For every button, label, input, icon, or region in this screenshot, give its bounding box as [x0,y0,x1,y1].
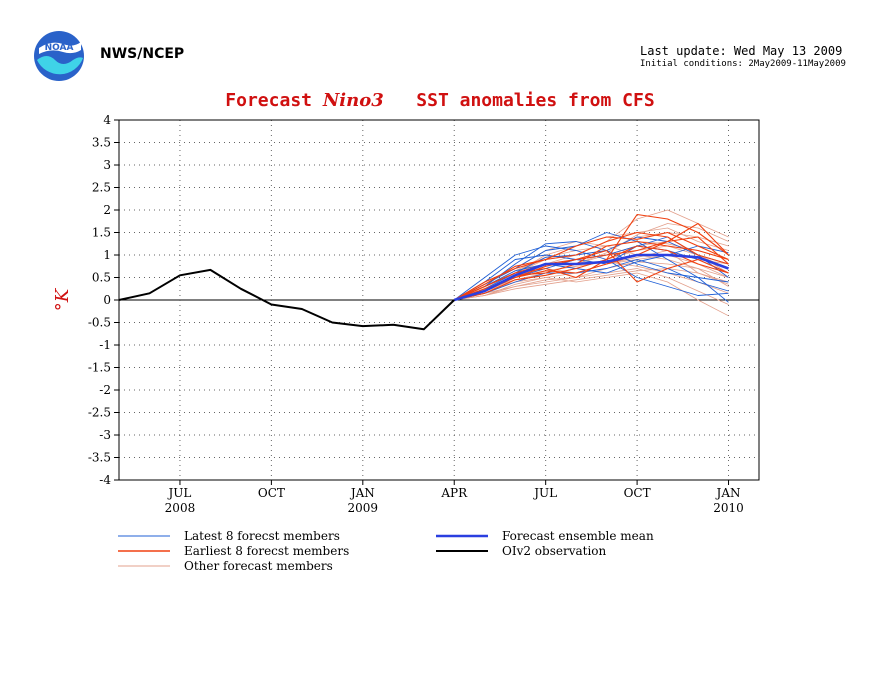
logo-bird [39,42,81,54]
y-tick-label: -3 [99,428,111,442]
y-tick-label: -4 [99,473,111,487]
title-part-2: Nino3 [322,90,384,111]
y-tick-label: 2.5 [92,181,111,195]
latest-member-line [454,245,729,301]
x-tick-label: APR [440,486,468,500]
logo-text: NOAA [45,43,74,53]
y-tick-label: 0.5 [92,271,111,285]
x-tick-label: JUL [166,486,191,500]
y-tick-label: -1 [99,338,111,352]
other-member-line [454,268,729,305]
x-tick-label: JAN [349,486,375,500]
latest-member-line [453,232,729,303]
last-update: Last update: Wed May 13 2009 [640,44,843,58]
ensemble-mean-line [453,253,729,302]
y-tick-label: -1.5 [88,361,111,375]
earliest-member-line [453,231,729,301]
legend-label-other: Other forecast members [184,559,333,573]
y-tick-label: 1 [103,248,111,262]
chart-title: Forecast Nino3 SST anomalies from CFS [0,90,880,111]
y-tick-label: -0.5 [88,316,111,330]
x-tick-year: 2010 [713,501,744,515]
y-axis-label: °K [52,287,73,311]
y-tick-label: 0 [103,293,111,307]
other-member-line [454,272,729,317]
latest-member-line [454,250,729,301]
y-tick-label: 3.5 [92,136,111,150]
legend-label-mean: Forecast ensemble mean [502,529,654,543]
x-tick-label: OCT [624,486,651,500]
legend-label-latest: Latest 8 forecst members [184,529,340,543]
x-tick-year: 2008 [165,501,196,515]
y-tick-label: -3.5 [88,451,111,465]
series-layer [118,209,729,331]
initial-conditions: Initial conditions: 2May2009-11May2009 [640,59,846,69]
other-member-line [454,261,729,301]
noaa-logo: NOAA [34,31,84,81]
other-member-line [454,268,729,301]
title-part-3: SST anomalies from CFS [383,90,655,111]
grid-layer [119,120,759,480]
axis-layer: 4 3.5 3 2.5 2 1.5 1 0.5 0 -0.5 -1 -1.5 -2 -2.5 -3 -3.5 -… [88,113,744,515]
earliest-member-line [453,231,729,301]
y-tick-label: 1.5 [92,226,111,240]
org-name: NWS/NCEP [100,46,185,62]
x-tick-label: JUL [532,486,557,500]
y-tick-label: 3 [103,158,111,172]
observation-line [118,268,455,331]
logo-wave [37,56,83,75]
y-tick-label: 4 [103,113,111,127]
x-tick-year: 2009 [348,501,379,515]
y-tick-label: -2 [99,383,111,397]
legend-label-earliest: Earliest 8 forecst members [184,544,349,558]
legend-label-obs: OIv2 observation [502,544,607,558]
x-tick-label: OCT [258,486,285,500]
other-member-line [454,232,729,301]
earliest-member-line [453,249,729,301]
x-tick-label: JAN [715,486,741,500]
title-part-1: Forecast [225,90,323,111]
y-tick-label: -2.5 [88,406,111,420]
y-tick-label: 2 [103,203,111,217]
